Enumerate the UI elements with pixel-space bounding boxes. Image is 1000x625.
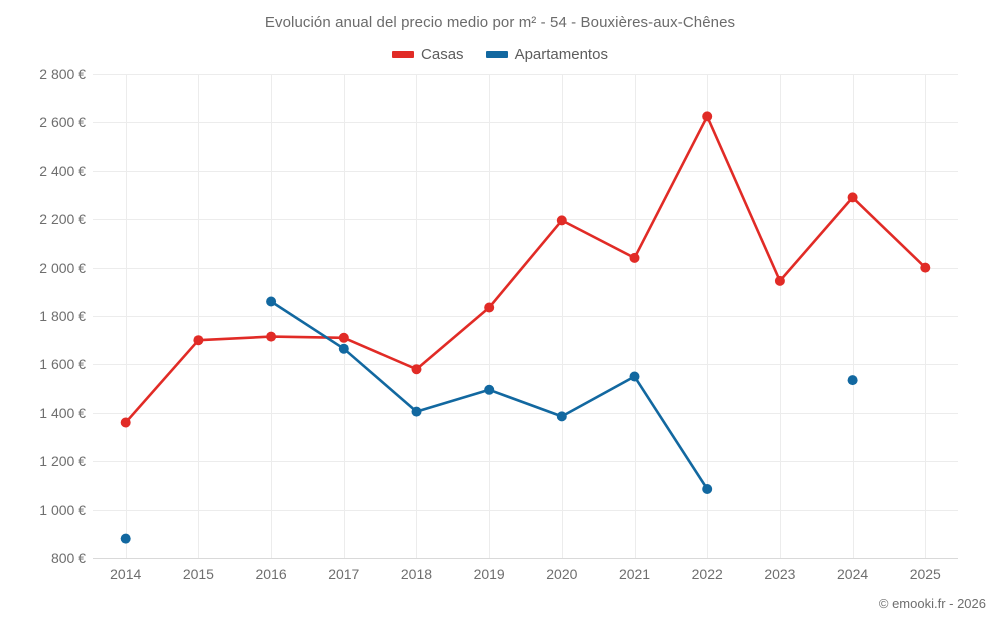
gridline-vertical — [125, 74, 127, 558]
data-point[interactable] — [847, 375, 858, 386]
data-point[interactable] — [702, 484, 713, 494]
x-axis-tick-label: 2020 — [546, 566, 578, 582]
data-point[interactable] — [702, 111, 713, 122]
data-point[interactable] — [556, 411, 567, 422]
chart-legend: Casas Apartamentos — [0, 46, 1000, 63]
plot-area — [93, 74, 958, 559]
x-axis-tick-label: 2018 — [400, 566, 433, 582]
legend-swatch-casas — [392, 51, 415, 58]
data-point[interactable] — [266, 331, 277, 342]
x-axis-tick-label: 2025 — [909, 566, 941, 582]
legend-label-apartamentos: Apartamentos — [514, 46, 608, 63]
gridline-horizontal — [93, 267, 958, 269]
gridline-vertical — [707, 74, 709, 558]
data-point[interactable] — [484, 384, 495, 395]
gridline-vertical — [779, 74, 781, 558]
gridline-horizontal — [93, 122, 958, 124]
data-point[interactable] — [266, 296, 277, 307]
x-axis-line — [93, 558, 958, 559]
y-axis-tick-label: 2 800 € — [39, 66, 86, 82]
gridline-horizontal — [93, 364, 958, 366]
data-point[interactable] — [411, 364, 422, 375]
gridline-horizontal — [93, 74, 958, 75]
gridline-vertical — [416, 74, 418, 558]
x-axis-tick-label: 2023 — [764, 566, 796, 582]
gridline-horizontal — [93, 461, 958, 463]
data-point[interactable] — [193, 335, 204, 346]
x-axis-tick-label: 2022 — [691, 566, 723, 582]
gridline-horizontal — [93, 316, 958, 317]
data-point[interactable] — [556, 215, 567, 226]
gridline-vertical — [852, 74, 854, 558]
chart-title: Evolución anual del precio medio por m² … — [264, 14, 736, 31]
y-axis-tick-label: 800 € — [50, 550, 86, 566]
gridline-horizontal — [93, 170, 958, 172]
data-point[interactable] — [120, 417, 131, 428]
data-point[interactable] — [120, 533, 131, 544]
data-point[interactable] — [847, 192, 858, 203]
gridline-horizontal — [93, 412, 958, 414]
legend-swatch-apartamentos — [485, 51, 508, 58]
gridline-vertical — [489, 74, 491, 558]
x-axis-tick-label: 2015 — [182, 566, 214, 582]
gridline-vertical — [271, 74, 273, 558]
data-point[interactable] — [338, 332, 349, 343]
y-axis-tick-label: 2 400 € — [39, 162, 86, 179]
data-point[interactable] — [629, 371, 640, 382]
legend-item-apartamentos[interactable]: Apartamentos — [485, 46, 608, 63]
x-axis-tick-label: 2016 — [255, 566, 287, 582]
gridline-vertical — [561, 74, 563, 558]
y-axis-tick-label: 1 600 € — [39, 356, 86, 373]
y-axis-tick-label: 2 000 € — [39, 259, 86, 276]
data-point[interactable] — [920, 262, 931, 273]
data-point[interactable] — [338, 343, 349, 354]
gridline-horizontal — [93, 219, 958, 221]
y-axis-tick-label: 2 600 € — [39, 114, 86, 131]
x-axis-tick-label: 2017 — [328, 566, 360, 582]
data-point[interactable] — [774, 275, 785, 286]
series-line-casas — [124, 115, 927, 424]
series-line-apartamentos — [269, 300, 709, 491]
y-axis-tick-label: 2 200 € — [39, 211, 86, 228]
legend-label-casas: Casas — [421, 46, 464, 63]
gridline-vertical — [343, 74, 345, 558]
x-axis-tick-label: 2014 — [110, 566, 142, 582]
y-axis: 2 800 € 2 600 € 2 400 € 2 200 € 2 000 € 1 800… — [0, 66, 86, 566]
gridline-vertical — [634, 74, 636, 558]
y-axis-tick-label: 1 400 € — [39, 404, 86, 421]
x-axis-tick-label: 2024 — [837, 566, 869, 582]
gridline-vertical — [925, 74, 927, 558]
y-axis-tick-label: 1 000 € — [39, 501, 86, 518]
gridline-horizontal — [93, 509, 958, 511]
legend-item-casas[interactable]: Casas — [392, 46, 464, 63]
y-axis-tick-label: 1 200 € — [39, 453, 86, 470]
data-point[interactable] — [629, 252, 640, 263]
x-axis-tick-label: 2019 — [473, 566, 505, 582]
y-axis-tick-label: 1 800 € — [39, 308, 86, 324]
copyright-footer: © emooki.fr - 2026 — [878, 596, 986, 611]
gridline-vertical — [198, 74, 200, 558]
series-layer — [120, 111, 931, 544]
data-point[interactable] — [484, 302, 495, 313]
data-point[interactable] — [411, 406, 422, 417]
x-axis-tick-label: 2021 — [618, 566, 651, 582]
